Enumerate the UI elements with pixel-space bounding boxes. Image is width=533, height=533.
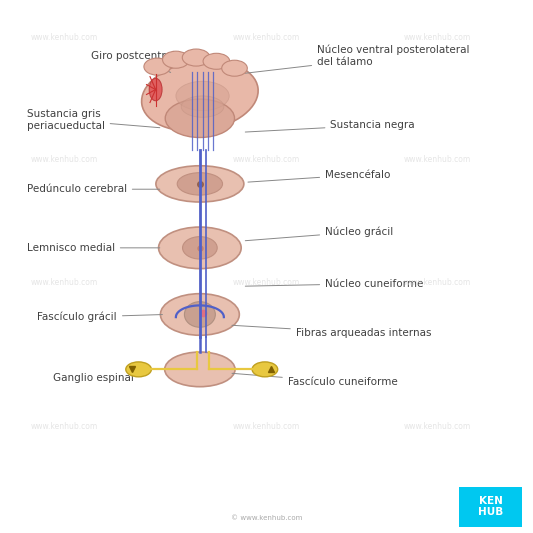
Ellipse shape xyxy=(165,352,235,387)
Ellipse shape xyxy=(182,237,217,259)
Text: www.kenhub.com: www.kenhub.com xyxy=(403,156,471,164)
Text: © www.kenhub.com: © www.kenhub.com xyxy=(231,515,302,521)
Ellipse shape xyxy=(252,362,278,377)
Text: KEN
HUB: KEN HUB xyxy=(478,496,504,517)
Text: Mesencéfalo: Mesencéfalo xyxy=(248,170,391,182)
Ellipse shape xyxy=(222,60,247,76)
Ellipse shape xyxy=(144,58,171,75)
Text: Núcleo grácil: Núcleo grácil xyxy=(245,227,393,241)
Text: www.kenhub.com: www.kenhub.com xyxy=(403,33,471,42)
FancyBboxPatch shape xyxy=(459,487,522,527)
Ellipse shape xyxy=(177,173,223,195)
Text: Fascículo cuneiforme: Fascículo cuneiforme xyxy=(232,373,398,387)
Ellipse shape xyxy=(142,61,258,131)
Text: www.kenhub.com: www.kenhub.com xyxy=(403,278,471,287)
Text: Fascículo grácil: Fascículo grácil xyxy=(37,312,163,322)
Text: Núcleo ventral posterolateral
del tálamo: Núcleo ventral posterolateral del tálamo xyxy=(245,45,470,73)
Text: Sustancia gris
periacueductal: Sustancia gris periacueductal xyxy=(27,109,160,131)
Ellipse shape xyxy=(149,78,162,101)
Ellipse shape xyxy=(159,227,241,269)
Text: Pedúnculo cerebral: Pedúnculo cerebral xyxy=(27,184,160,194)
Text: Giro postcentral: Giro postcentral xyxy=(91,51,175,72)
Text: www.kenhub.com: www.kenhub.com xyxy=(30,422,98,431)
Text: www.kenhub.com: www.kenhub.com xyxy=(30,33,98,42)
Text: www.kenhub.com: www.kenhub.com xyxy=(30,278,98,287)
Text: www.kenhub.com: www.kenhub.com xyxy=(233,278,300,287)
Ellipse shape xyxy=(176,81,229,111)
Ellipse shape xyxy=(156,166,244,202)
Text: www.kenhub.com: www.kenhub.com xyxy=(30,156,98,164)
Ellipse shape xyxy=(184,302,215,327)
Text: www.kenhub.com: www.kenhub.com xyxy=(233,33,300,42)
Text: Sustancia negra: Sustancia negra xyxy=(245,120,415,132)
Ellipse shape xyxy=(182,49,210,66)
Text: www.kenhub.com: www.kenhub.com xyxy=(233,422,300,431)
Text: Núcleo cuneiforme: Núcleo cuneiforme xyxy=(245,279,424,288)
Ellipse shape xyxy=(165,99,235,138)
Text: Lemnisco medial: Lemnisco medial xyxy=(27,243,160,253)
Text: Fibras arqueadas internas: Fibras arqueadas internas xyxy=(232,325,431,338)
Ellipse shape xyxy=(181,96,224,117)
Ellipse shape xyxy=(160,294,239,335)
Ellipse shape xyxy=(163,51,189,68)
Text: www.kenhub.com: www.kenhub.com xyxy=(403,422,471,431)
Text: www.kenhub.com: www.kenhub.com xyxy=(233,156,300,164)
Ellipse shape xyxy=(203,53,230,69)
Ellipse shape xyxy=(126,362,151,377)
Text: Ganglio espinal: Ganglio espinal xyxy=(53,369,134,383)
